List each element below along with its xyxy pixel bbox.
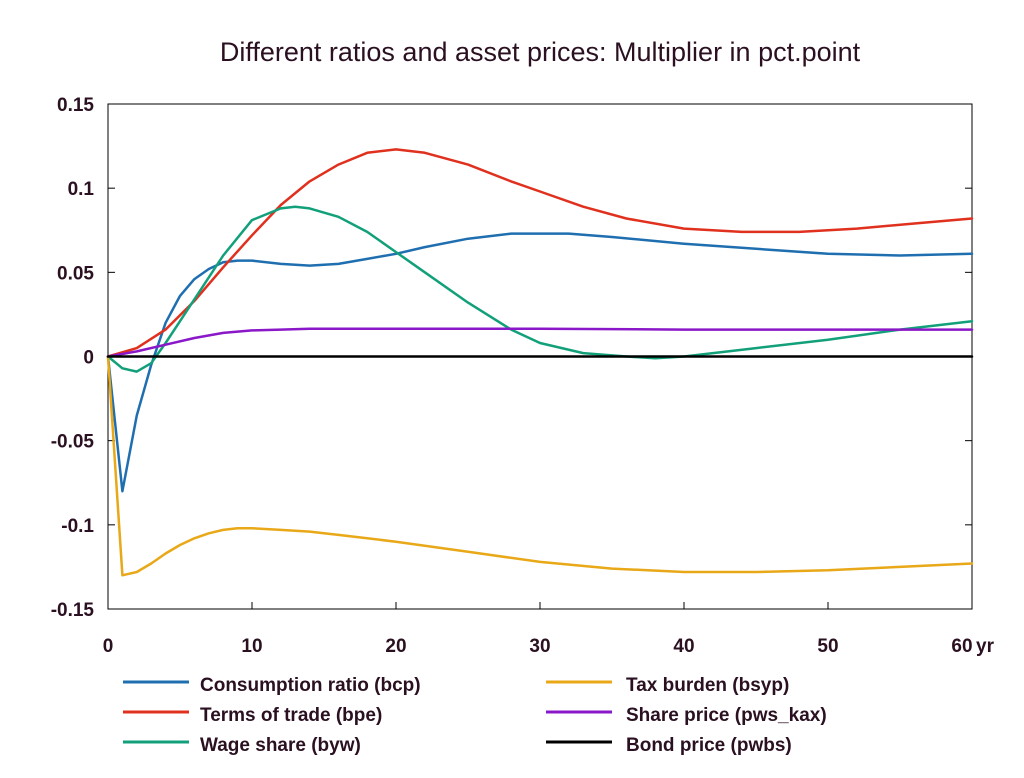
x-tick-label-30: 30 [529,636,550,657]
legend-label-consumption-ratio-bcp: Consumption ratio (bcp) [200,675,421,696]
series-line-share-price-pws-kax [106,327,974,358]
x-tick-label-20: 20 [385,636,406,657]
y-tick-label-0.05: 0.05 [57,263,94,284]
y-tick-label-0.15: 0.15 [57,95,94,116]
series-line-wage-share-byw [106,205,974,373]
y-tick-label--0.15: -0.15 [51,600,95,621]
series-line-consumption-ratio-bcp [106,232,974,493]
legend-label-terms-of-trade-bpe: Terms of trade (bpe) [200,705,382,726]
y-tick-label-0: 0 [83,348,94,369]
legend-label-wage-share-byw: Wage share (byw) [200,735,361,756]
series-line-terms-of-trade-bpe [106,148,974,358]
series-line-tax-burden-bsyp [106,355,974,577]
legend-label-bond-price-pwbs: Bond price (pwbs) [626,735,792,756]
y-tick-label--0.05: -0.05 [51,432,95,453]
x-tick-label-0: 0 [103,636,114,657]
y-tick-label-0.1: 0.1 [68,179,95,200]
legend-label-share-price-pws-kax: Share price (pws_kax) [626,705,827,726]
legend-label-tax-burden-bsyp: Tax burden (bsyp) [626,675,789,696]
x-tick-label-50: 50 [817,636,838,657]
x-tick-label-40: 40 [673,636,694,657]
x-tick-label-10: 10 [241,636,262,657]
y-tick-label--0.1: -0.1 [61,516,94,537]
series-layer [106,148,974,577]
chart-title: Different ratios and asset prices: Multi… [220,37,861,67]
y-axis: 0.15 0.1 0.05 0 -0.05 -0.1 -0.15 [51,95,972,621]
x-axis: 0 10 20 30 40 50 60 yr [103,602,995,657]
legend: Consumption ratio (bcp) Terms of trade (b… [123,675,827,756]
x-unit-label: yr [976,636,995,657]
x-tick-label-60: 60 [951,636,972,657]
